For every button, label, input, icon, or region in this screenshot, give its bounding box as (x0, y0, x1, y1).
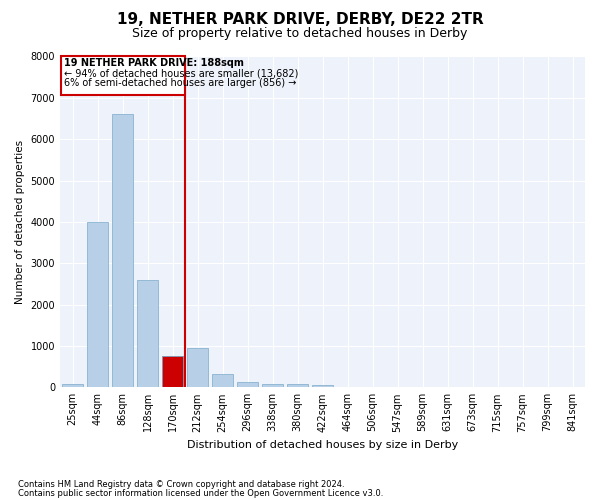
Bar (312, 385, 333, 388)
Text: ← 94% of detached houses are smaller (13,682): ← 94% of detached houses are smaller (13… (64, 68, 298, 78)
Text: 19 NETHER PARK DRIVE: 188sqm: 19 NETHER PARK DRIVE: 188sqm (64, 58, 244, 68)
Bar (162, 356, 183, 388)
Text: Contains public sector information licensed under the Open Government Licence v3: Contains public sector information licen… (18, 489, 383, 498)
Text: Contains HM Land Registry data © Crown copyright and database right 2024.: Contains HM Land Registry data © Crown c… (18, 480, 344, 489)
Bar (287, 384, 308, 388)
Y-axis label: Number of detached properties: Number of detached properties (15, 140, 25, 304)
Bar (62, 384, 83, 388)
Bar (137, 280, 158, 388)
Bar (262, 384, 283, 388)
Text: Size of property relative to detached houses in Derby: Size of property relative to detached ho… (133, 28, 467, 40)
Text: 19, NETHER PARK DRIVE, DERBY, DE22 2TR: 19, NETHER PARK DRIVE, DERBY, DE22 2TR (116, 12, 484, 28)
Bar (187, 348, 208, 388)
Bar (212, 374, 233, 388)
Bar (87, 222, 108, 388)
Bar (162, 356, 183, 388)
X-axis label: Distribution of detached houses by size in Derby: Distribution of detached houses by size … (187, 440, 458, 450)
Text: 6% of semi-detached houses are larger (856) →: 6% of semi-detached houses are larger (8… (64, 78, 296, 88)
Bar (237, 382, 258, 388)
Bar (112, 114, 133, 388)
FancyBboxPatch shape (61, 56, 185, 94)
